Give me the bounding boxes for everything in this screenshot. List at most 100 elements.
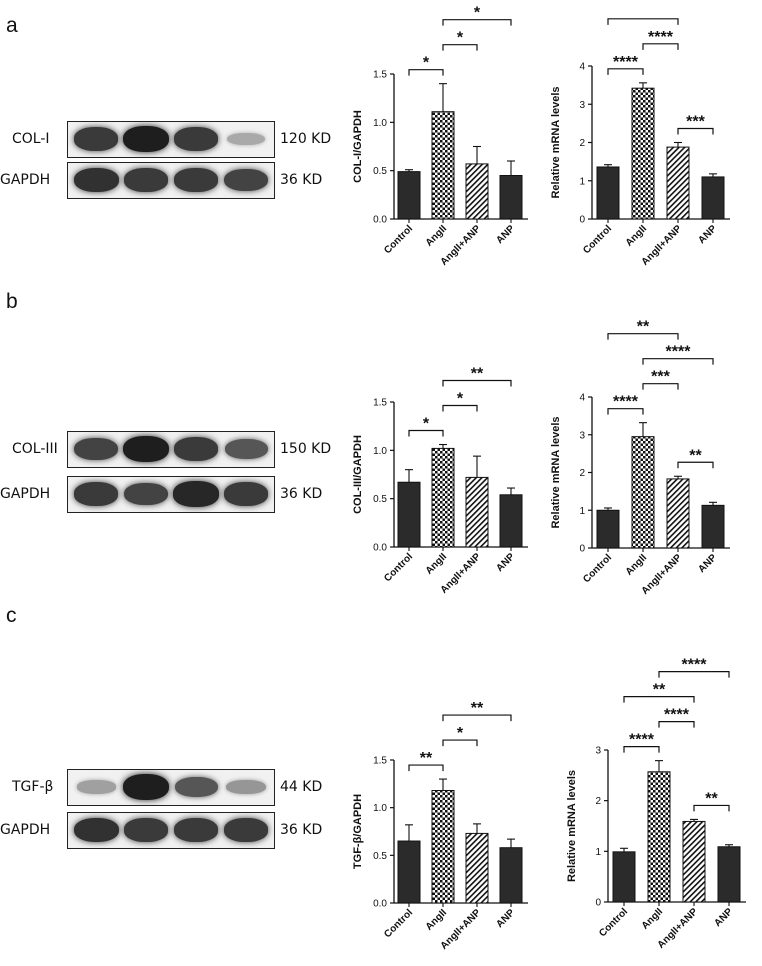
significance-bracket [607,333,679,340]
y-tick-label: 1 [579,176,585,187]
significance-label: ** [637,319,650,336]
significance-bracket [442,44,478,51]
blot-ref-strip [67,812,275,849]
blot-band [173,818,219,842]
blot-band [173,127,219,151]
blot-ref-kd: 36 KD [280,822,323,838]
panel-letter-a: a [6,14,18,37]
blot-ref-kd: 36 KD [280,486,323,502]
western-blot-a: COL-I 120 KD GAPDH 36 KD [0,118,340,318]
x-tick-label: AngII [640,906,666,932]
significance-label: **** [666,344,692,361]
blot-band [74,437,118,461]
significance-label: ** [689,447,702,464]
bar-angii [647,771,671,903]
blot-ref-strip [67,162,275,199]
y-tick-label: 3 [579,430,585,441]
blot-band [223,818,269,842]
significance-bracket [642,383,679,390]
blot-band [123,126,169,152]
bar-control [397,840,421,904]
bar-angii-anp [465,163,489,220]
significance-label: **** [613,394,639,411]
bar-angii [431,447,455,548]
x-tick-label: Control [581,552,614,585]
significance-bracket [693,804,730,812]
blot-band [224,168,268,192]
blot-band [73,817,119,843]
blot-band [173,481,219,507]
bar-control [397,481,421,548]
significance-label: ** [653,682,666,699]
y-tick-label: 0.5 [373,494,387,505]
blot-ref-strip [67,476,275,513]
blot-band [226,779,266,795]
significance-label: **** [648,29,674,46]
y-tick-label: 1.0 [373,803,387,814]
blot-target-strip [67,769,275,806]
y-tick-label: 0.5 [373,166,387,177]
x-tick-label: AngII [424,223,450,249]
y-tick-label: 1.5 [373,756,387,767]
significance-label: **** [613,54,639,71]
significance-label: **** [629,732,655,749]
y-tick-label: 0.0 [373,215,387,226]
bar-angii-anp [465,832,489,904]
significance-label: * [423,55,430,72]
x-tick-label: AngII [424,551,450,577]
significance-bracket [607,68,644,75]
y-tick-label: 1.0 [373,446,387,457]
significance-bracket [442,739,478,747]
blot-target-label: COL-I [12,131,50,147]
bar-anp [499,847,523,904]
blot-band [73,127,119,151]
y-tick-label: 1 [595,847,601,858]
y-tick-label: 4 [579,393,585,404]
blot-ref-label: GAPDH [0,172,51,188]
significance-label: *** [651,369,670,386]
blot-target-label: TGF-β [12,779,54,795]
blot-band [123,818,169,842]
x-tick-label: ANP [696,223,719,246]
significance-bracket [408,429,444,437]
bar-anp [499,494,523,548]
x-tick-label: Control [382,223,415,256]
y-tick-label: 1.5 [373,398,387,409]
x-tick-label: Control [382,551,415,584]
blot-target-strip [67,431,275,468]
blot-target-strip [67,121,275,158]
blot-band [123,436,169,462]
x-tick-label: AngII [624,552,650,578]
blot-band [223,482,269,506]
significance-label: **** [682,657,708,674]
x-tick-label: Control [581,223,614,256]
blot-band [73,167,119,193]
significance-bracket [623,746,660,753]
significance-label: **** [664,707,690,724]
x-tick-label: ANP [494,223,517,246]
y-tick-label: 2 [595,796,601,807]
significance-bracket [607,18,679,25]
y-tick-label: 1.5 [373,70,387,81]
significance-label: * [457,725,464,742]
significance-bracket [408,764,444,772]
blot-target-kd: 44 KD [280,779,323,795]
y-tick-label: 0.5 [373,851,387,862]
significance-bracket [658,721,695,728]
x-tick-label: AngII [624,223,650,249]
y-tick-label: 2 [579,468,585,479]
western-blot-b: COL-III 150 KD GAPDH 36 KD [0,428,340,628]
y-tick-label: 3 [595,746,601,757]
bar-control [397,171,421,220]
significance-label: ** [471,700,484,717]
bar-angii [631,436,655,549]
bar-angii-anp [666,478,690,549]
significance-bracket [442,379,512,387]
significance-label: * [474,5,481,22]
blot-band [173,437,219,461]
